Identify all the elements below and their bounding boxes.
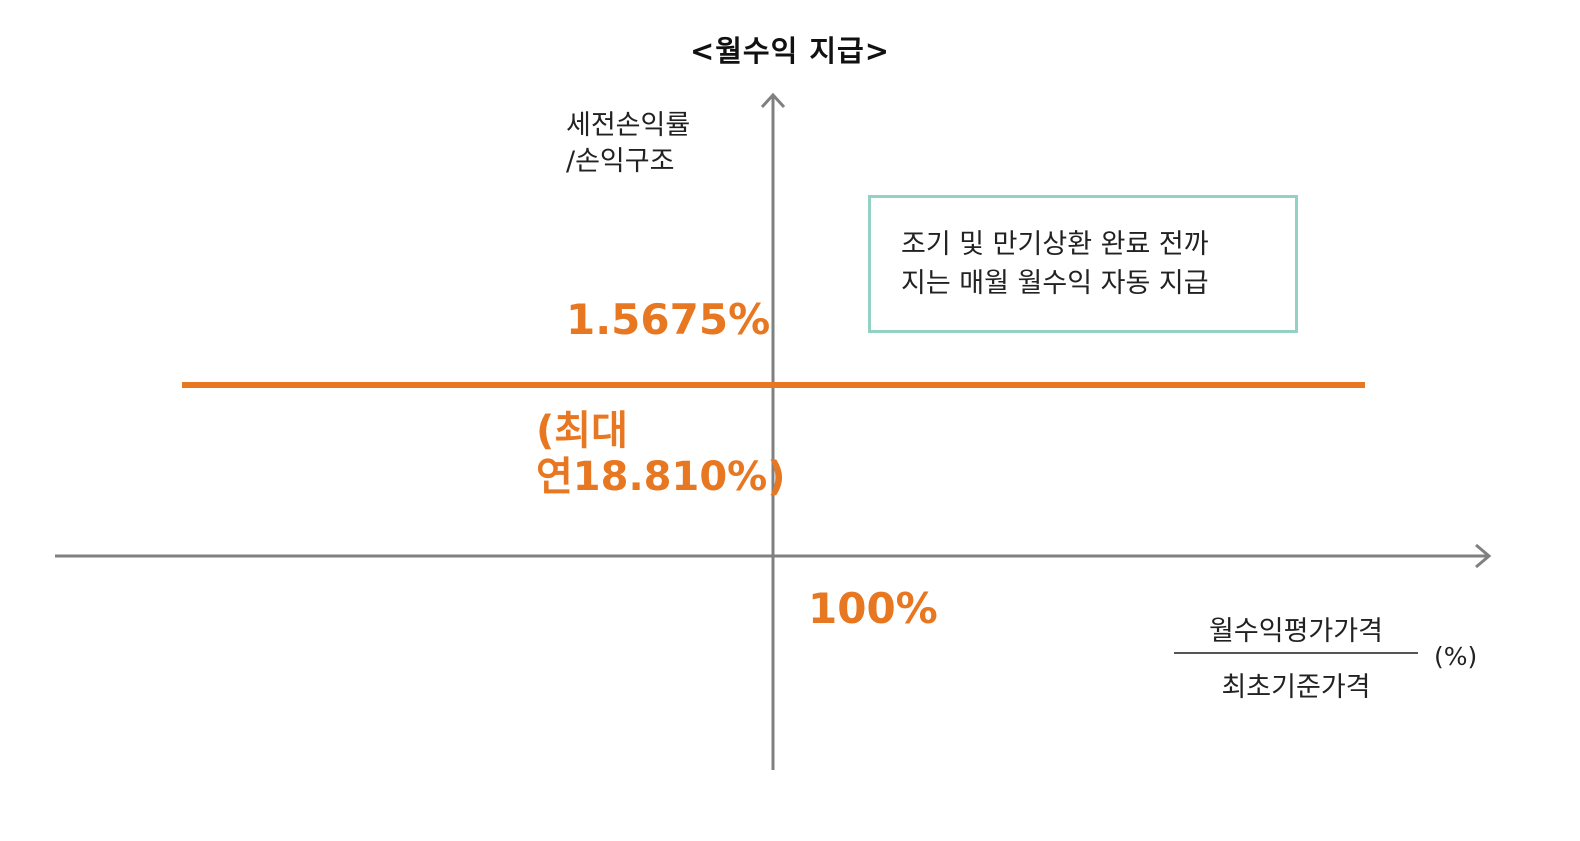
annual-rate-line2: 연18.810%) <box>536 454 786 500</box>
note-line1: 조기 및 만기상환 완료 전까 <box>901 229 1209 260</box>
note-line2: 지는 매월 월수익 자동 지급 <box>901 268 1209 299</box>
x-axis-unit: (%) <box>1434 642 1478 671</box>
y-axis-label-line1: 세전손익률 <box>566 110 691 141</box>
x-axis-denominator: 최초기준가격 <box>1221 672 1371 703</box>
x-threshold-label: 100% <box>808 584 938 633</box>
note-box: 조기 및 만기상환 완료 전까 지는 매월 월수익 자동 지급 <box>868 195 1298 333</box>
diagram-title: <월수익 지급> <box>689 34 891 68</box>
y-axis-arrow <box>760 92 786 109</box>
monthly-rate-label: 1.5675% <box>566 295 771 344</box>
annual-rate-label: (최대 연18.810%) <box>536 408 786 500</box>
x-axis-arrow <box>1475 543 1492 569</box>
y-axis-label-line2: /손익구조 <box>566 146 675 177</box>
x-axis-numerator: 월수익평가가격 <box>1209 616 1383 647</box>
y-axis-label: 세전손익률 /손익구조 <box>566 108 690 180</box>
annual-rate-line1: (최대 <box>536 408 628 454</box>
